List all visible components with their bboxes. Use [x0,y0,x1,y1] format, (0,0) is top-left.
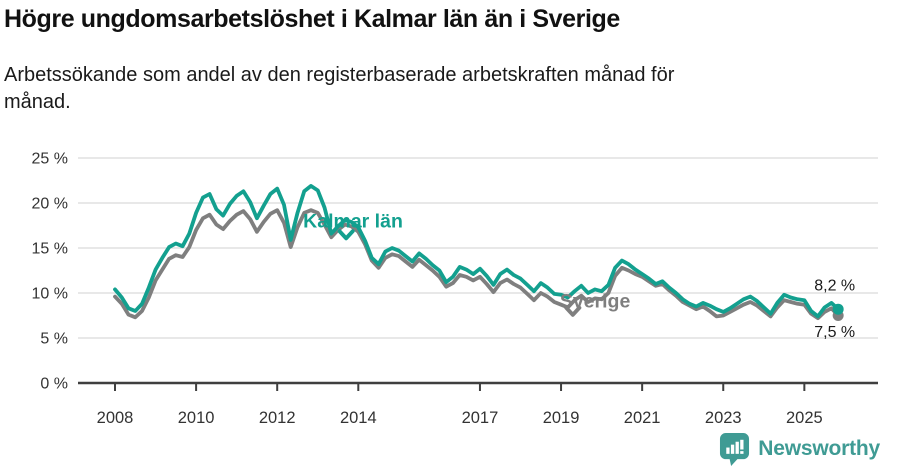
bar-chart-marker-icon [720,433,750,466]
annotation-arrow-sverige [564,305,582,317]
x-tick-label-2021: 2021 [624,409,661,427]
brand-name: Newsworthy [758,437,880,460]
x-tick-label-2023: 2023 [705,409,742,427]
kalmar-län-line [113,183,841,319]
x-tick-label-2008: 2008 [97,409,134,427]
annotation-arrow-kalmar-län [337,229,355,241]
sverige-line [113,208,841,321]
y-tick-label-0: 0 % [40,376,68,393]
y-tick-label-5: 5 % [40,331,68,348]
end-value-label-0: 8,2 % [814,277,855,294]
newsworthy-brand[interactable]: Newsworthy [719,432,880,466]
x-tick-label-2010: 2010 [178,409,215,427]
y-tick-label-20: 20 % [32,196,68,213]
x-tick-label-2012: 2012 [259,409,296,427]
x-tick-label-2014: 2014 [340,409,377,427]
y-tick-label-15: 15 % [32,241,68,258]
y-tick-label-10: 10 % [32,286,68,303]
annotation-label-sverige: Sverige [560,290,631,312]
chart-subtitle: Arbetssökande som andel av den registerb… [4,64,675,113]
chart-title: Högre ungdomsarbetslöshet i Kalmar län ä… [4,5,620,33]
annotation-label-kalmar-län: Kalmar län [303,210,403,232]
x-tick-label-2017: 2017 [462,409,499,427]
kalmar-län-end-dot [832,303,844,315]
x-tick-label-2019: 2019 [543,409,580,427]
end-value-label-1: 7,5 % [814,324,855,341]
x-tick-label-2025: 2025 [786,409,823,427]
y-tick-label-25: 25 % [32,151,68,168]
